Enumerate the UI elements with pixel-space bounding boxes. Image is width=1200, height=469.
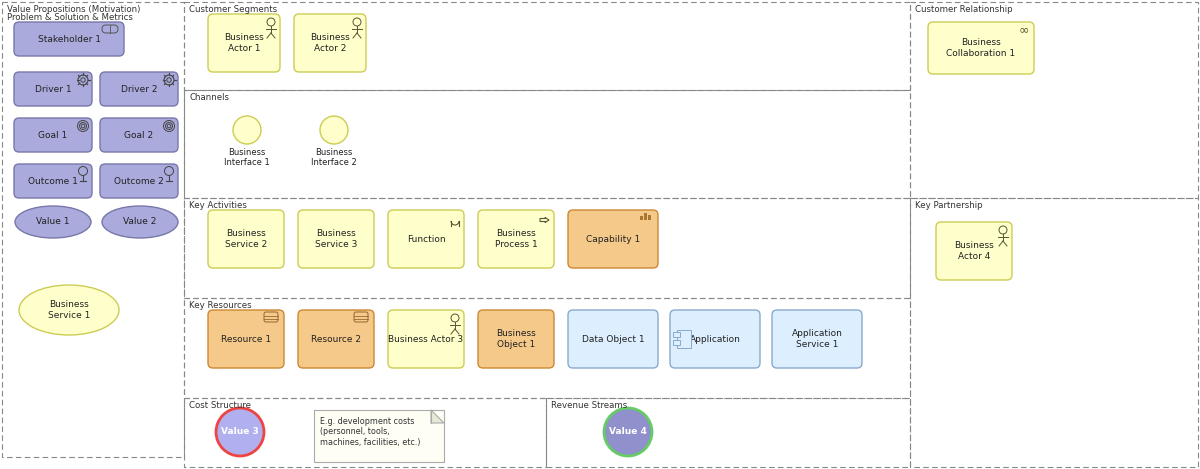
Text: Goal 2: Goal 2 bbox=[125, 130, 154, 139]
Bar bbox=[673, 332, 680, 337]
Text: Driver 1: Driver 1 bbox=[35, 84, 71, 93]
Text: E.g. development costs
(personnel, tools,
machines, facilities, etc.): E.g. development costs (personnel, tools… bbox=[320, 417, 420, 447]
FancyBboxPatch shape bbox=[14, 22, 124, 56]
Text: Key Partnership: Key Partnership bbox=[916, 202, 983, 211]
Circle shape bbox=[216, 408, 264, 456]
Text: Business
Service 2: Business Service 2 bbox=[224, 229, 268, 249]
Bar bbox=[644, 213, 647, 220]
Bar bbox=[314, 410, 444, 462]
Text: ∞: ∞ bbox=[1019, 23, 1030, 37]
Text: Value 3: Value 3 bbox=[221, 428, 259, 437]
Text: Business
Service 1: Business Service 1 bbox=[48, 300, 90, 320]
FancyBboxPatch shape bbox=[14, 118, 92, 152]
Text: Capability 1: Capability 1 bbox=[586, 234, 640, 243]
Text: Outcome 1: Outcome 1 bbox=[28, 176, 78, 186]
Text: Data Object 1: Data Object 1 bbox=[582, 334, 644, 343]
FancyBboxPatch shape bbox=[388, 310, 464, 368]
Text: Key Activities: Key Activities bbox=[190, 202, 247, 211]
FancyBboxPatch shape bbox=[670, 310, 760, 368]
Text: Goal 1: Goal 1 bbox=[38, 130, 67, 139]
Text: Stakeholder 1: Stakeholder 1 bbox=[37, 35, 101, 44]
Ellipse shape bbox=[14, 206, 91, 238]
FancyBboxPatch shape bbox=[936, 222, 1012, 280]
Text: Application: Application bbox=[690, 334, 740, 343]
Bar bbox=[184, 398, 546, 467]
Bar bbox=[546, 398, 910, 467]
Text: Problem & Solution & Metrics: Problem & Solution & Metrics bbox=[7, 14, 133, 23]
Text: Customer Segments: Customer Segments bbox=[190, 6, 277, 15]
Text: Business
Actor 2: Business Actor 2 bbox=[310, 33, 350, 53]
FancyBboxPatch shape bbox=[100, 164, 178, 198]
Text: Channels: Channels bbox=[190, 93, 229, 103]
Ellipse shape bbox=[102, 206, 178, 238]
Bar bbox=[184, 198, 910, 298]
Text: Value 1: Value 1 bbox=[36, 218, 70, 227]
FancyBboxPatch shape bbox=[928, 22, 1034, 74]
FancyBboxPatch shape bbox=[208, 210, 284, 268]
Text: Value 2: Value 2 bbox=[124, 218, 157, 227]
FancyBboxPatch shape bbox=[568, 210, 658, 268]
FancyBboxPatch shape bbox=[208, 310, 284, 368]
Text: Business
Service 3: Business Service 3 bbox=[314, 229, 358, 249]
Text: Business
Actor 4: Business Actor 4 bbox=[954, 241, 994, 261]
Text: Customer Relationship: Customer Relationship bbox=[916, 6, 1013, 15]
Text: Business
Object 1: Business Object 1 bbox=[496, 329, 536, 348]
Bar bbox=[184, 2, 910, 90]
Text: Resource 2: Resource 2 bbox=[311, 334, 361, 343]
Text: Key Resources: Key Resources bbox=[190, 302, 252, 310]
Text: Value Propositions (Motivation): Value Propositions (Motivation) bbox=[7, 6, 140, 15]
Bar bbox=[640, 216, 643, 220]
Bar bbox=[673, 340, 680, 345]
FancyBboxPatch shape bbox=[298, 210, 374, 268]
Text: Value 4: Value 4 bbox=[610, 428, 647, 437]
Bar bbox=[677, 330, 691, 348]
Text: Business Actor 3: Business Actor 3 bbox=[389, 334, 463, 343]
Text: Outcome 2: Outcome 2 bbox=[114, 176, 164, 186]
Bar bbox=[910, 198, 1198, 467]
FancyBboxPatch shape bbox=[298, 310, 374, 368]
FancyBboxPatch shape bbox=[568, 310, 658, 368]
Bar bbox=[648, 215, 650, 220]
Text: Application
Service 1: Application Service 1 bbox=[792, 329, 842, 348]
FancyBboxPatch shape bbox=[100, 118, 178, 152]
Text: Business
Interface 1: Business Interface 1 bbox=[224, 148, 270, 167]
Circle shape bbox=[233, 116, 262, 144]
Text: Business
Collaboration 1: Business Collaboration 1 bbox=[947, 38, 1015, 58]
FancyBboxPatch shape bbox=[478, 310, 554, 368]
Text: Resource 1: Resource 1 bbox=[221, 334, 271, 343]
Bar bbox=[910, 2, 1198, 198]
Text: Business
Process 1: Business Process 1 bbox=[494, 229, 538, 249]
FancyBboxPatch shape bbox=[294, 14, 366, 72]
Circle shape bbox=[320, 116, 348, 144]
FancyBboxPatch shape bbox=[772, 310, 862, 368]
Text: Function: Function bbox=[407, 234, 445, 243]
Bar bbox=[2, 2, 184, 457]
FancyBboxPatch shape bbox=[388, 210, 464, 268]
FancyBboxPatch shape bbox=[478, 210, 554, 268]
Bar bbox=[184, 90, 910, 198]
Circle shape bbox=[604, 408, 652, 456]
FancyBboxPatch shape bbox=[14, 164, 92, 198]
Polygon shape bbox=[431, 410, 444, 423]
FancyBboxPatch shape bbox=[14, 72, 92, 106]
Text: Cost Structure: Cost Structure bbox=[190, 401, 251, 410]
Ellipse shape bbox=[19, 285, 119, 335]
Text: Driver 2: Driver 2 bbox=[121, 84, 157, 93]
FancyBboxPatch shape bbox=[208, 14, 280, 72]
Text: Business
Actor 1: Business Actor 1 bbox=[224, 33, 264, 53]
Text: Revenue Streams: Revenue Streams bbox=[551, 401, 628, 410]
Bar bbox=[184, 298, 910, 398]
Text: Business
Interface 2: Business Interface 2 bbox=[311, 148, 356, 167]
FancyBboxPatch shape bbox=[100, 72, 178, 106]
